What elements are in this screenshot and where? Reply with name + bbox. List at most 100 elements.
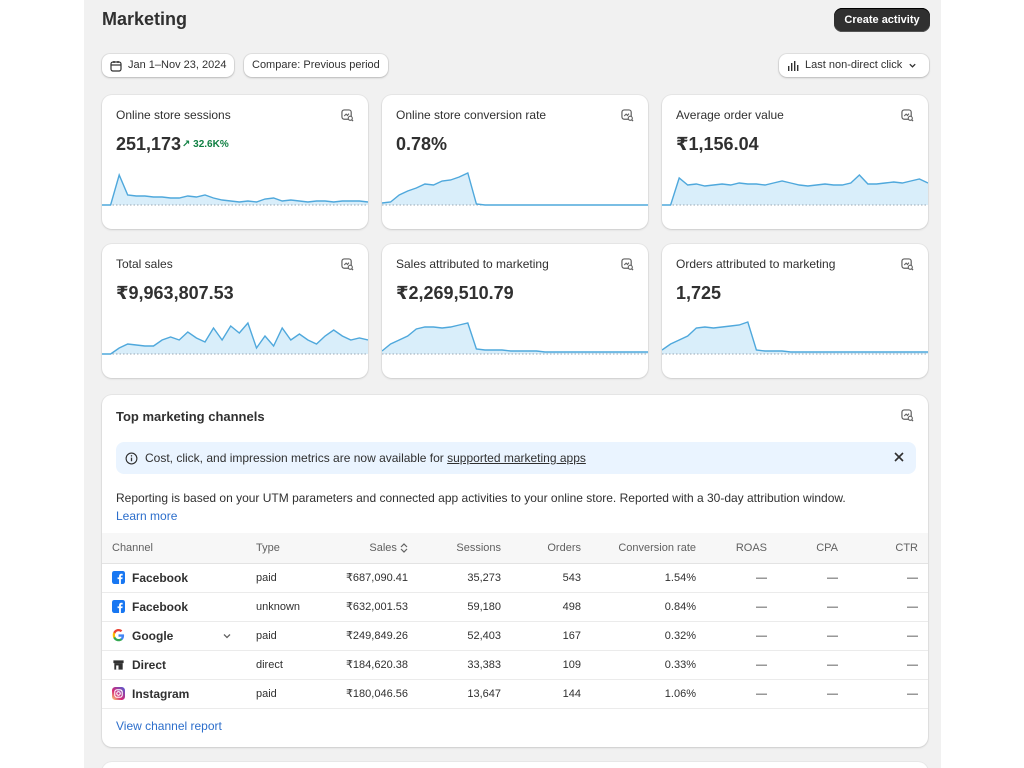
cell-ctr: —: [848, 621, 928, 651]
metric-card[interactable]: Sales attributed to marketing ₹2,269,510.…: [382, 244, 648, 378]
cell-sales: ₹687,090.41: [330, 563, 418, 593]
close-icon[interactable]: [892, 450, 906, 464]
cell-sales: ₹249,849.26: [330, 621, 418, 651]
cell-sessions: 59,180: [418, 592, 511, 622]
metric-value: ₹2,269,510.79: [396, 283, 514, 303]
cell-conversion: 1.54%: [591, 563, 706, 593]
create-activity-button[interactable]: Create activity: [834, 8, 930, 32]
supported-apps-link[interactable]: supported marketing apps: [447, 451, 586, 465]
info-icon: [125, 452, 138, 464]
analytics-icon[interactable]: [901, 409, 914, 422]
table-row[interactable]: Instagram paid ₹180,046.56 13,647 144 1.06% — —…: [102, 679, 928, 709]
column-header-sessions[interactable]: Sessions: [418, 533, 511, 564]
column-header-label: Channel: [112, 541, 153, 554]
channel-cell[interactable]: Direct: [102, 650, 246, 680]
channel-cell[interactable]: Google: [102, 621, 246, 651]
cell-orders: 144: [511, 679, 591, 709]
channels-title: Top marketing channels: [116, 409, 265, 424]
attribution-model-picker[interactable]: Last non-direct click: [779, 54, 929, 77]
metric-card[interactable]: Orders attributed to marketing 1,725: [662, 244, 928, 378]
sparkline-line: [662, 174, 928, 206]
column-header-roas[interactable]: ROAS: [706, 533, 777, 564]
cell-roas: —: [706, 592, 777, 622]
cell-cpa: —: [777, 592, 848, 622]
column-header-sales[interactable]: Sales: [330, 533, 418, 564]
top-channels-card: Top marketing channels Cost, click, and …: [102, 395, 928, 747]
cell-conversion: 1.06%: [591, 679, 706, 709]
cell-ctr: —: [848, 592, 928, 622]
cell-orders: 109: [511, 650, 591, 680]
metric-value: 0.78%: [396, 134, 448, 154]
cell-roas: —: [706, 621, 777, 651]
metric-value: ₹1,156.04: [676, 134, 759, 154]
analytics-icon[interactable]: [621, 258, 634, 271]
attribution-note: Reporting is based on your UTM parameter…: [116, 491, 846, 505]
column-header-ctr[interactable]: CTR: [848, 533, 928, 564]
table-row[interactable]: Facebook unknown ₹632,001.53 59,180 498 0.84%…: [102, 592, 928, 622]
channel-cell[interactable]: Instagram: [102, 679, 246, 709]
column-header-channel[interactable]: Channel: [102, 533, 246, 564]
compare-label: Compare: Previous period: [252, 59, 380, 71]
column-header-label: CTR: [895, 541, 918, 554]
cell-ctr: —: [848, 650, 928, 680]
analytics-icon[interactable]: [901, 258, 914, 271]
column-header-label: ROAS: [735, 541, 767, 554]
channel-name-wrap: Instagram: [112, 687, 236, 701]
analytics-icon[interactable]: [621, 109, 634, 122]
sort-icon[interactable]: [400, 542, 408, 553]
table-row[interactable]: Facebook paid ₹687,090.41 35,273 543 1.54% — — —: [102, 563, 928, 593]
channel-name: Instagram: [132, 686, 190, 701]
date-range-picker[interactable]: Jan 1–Nov 23, 2024: [102, 54, 235, 77]
metric-card[interactable]: Average order value ₹1,156.04: [662, 95, 928, 229]
column-header-orders[interactable]: Orders: [511, 533, 591, 564]
metric-value: ₹9,963,807.53: [116, 283, 234, 303]
date-range-label: Jan 1–Nov 23, 2024: [128, 59, 227, 71]
metric-delta-badge: ↗ 32.6K%: [182, 139, 229, 150]
channel-name-wrap: Facebook: [112, 571, 236, 585]
analytics-icon[interactable]: [341, 258, 354, 271]
analytics-icon[interactable]: [901, 109, 914, 122]
column-header-type[interactable]: Type: [246, 533, 330, 564]
column-header-conversion-rate[interactable]: Conversion rate: [591, 533, 706, 564]
cell-cpa: —: [777, 679, 848, 709]
cell-orders: 543: [511, 563, 591, 593]
metric-label: Sales attributed to marketing: [396, 257, 549, 271]
metric-card[interactable]: Online store conversion rate 0.78%: [382, 95, 648, 229]
learn-more-link[interactable]: Learn more: [116, 509, 178, 523]
metric-label: Total sales: [116, 257, 173, 271]
channel-name: Facebook: [132, 570, 189, 585]
cell-cpa: —: [777, 650, 848, 680]
metric-card[interactable]: Total sales ₹9,963,807.53: [102, 244, 368, 378]
sparkline-area: [382, 173, 648, 205]
table-body: Facebook paid ₹687,090.41 35,273 543 1.54% — — —…: [102, 563, 928, 709]
column-header-cpa[interactable]: CPA: [777, 533, 848, 564]
cell-cpa: —: [777, 563, 848, 593]
banner-text: Cost, click, and impression metrics are …: [145, 451, 586, 465]
cell-ctr: —: [848, 563, 928, 593]
table-row[interactable]: Google paid ₹249,849.26 52,403 167 0.32% — — —: [102, 621, 928, 651]
channel-name: Google: [132, 628, 174, 643]
google-icon: [112, 629, 125, 642]
table-row[interactable]: Direct direct ₹184,620.38 33,383 109 0.33% — — —: [102, 650, 928, 680]
sparkline-chart: [662, 321, 928, 355]
sparkline-chart: [382, 322, 648, 355]
cell-conversion: 0.32%: [591, 621, 706, 651]
channel-cell[interactable]: Facebook: [102, 563, 246, 593]
attribution-label: Last non-direct click: [805, 59, 903, 71]
chevron-down-icon[interactable]: [222, 631, 232, 641]
cell-type: paid: [246, 563, 330, 593]
cell-roas: —: [706, 563, 777, 593]
cell-ctr: —: [848, 679, 928, 709]
view-channel-report-link[interactable]: View channel report: [116, 719, 222, 733]
cell-conversion: 0.84%: [591, 592, 706, 622]
cell-sales: ₹632,001.53: [330, 592, 418, 622]
metric-value: 251,173: [116, 134, 182, 154]
cell-cpa: —: [777, 621, 848, 651]
sparkline-area: [102, 175, 368, 205]
sparkline-area: [662, 322, 928, 354]
analytics-icon[interactable]: [341, 109, 354, 122]
compare-picker[interactable]: Compare: Previous period: [244, 54, 388, 77]
metric-card[interactable]: Online store sessions 251,173 ↗ 32.6K%: [102, 95, 368, 229]
sparkline-line: [382, 322, 648, 353]
channel-cell[interactable]: Facebook: [102, 592, 246, 622]
